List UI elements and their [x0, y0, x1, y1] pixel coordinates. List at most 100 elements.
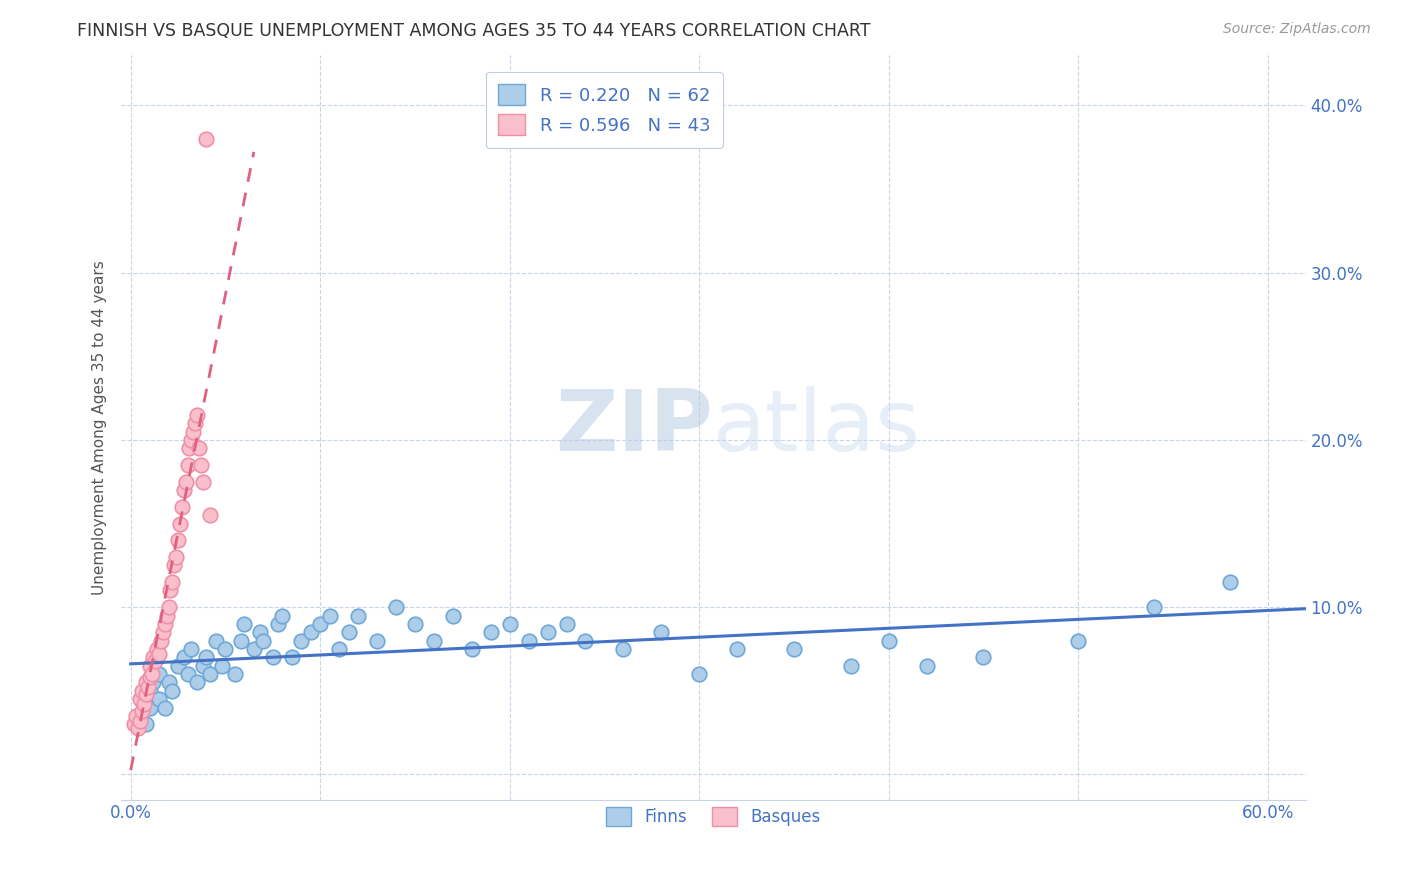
Point [132, 697, 155, 711]
Point [1219, 575, 1241, 590]
Point [129, 714, 152, 728]
Point [127, 721, 149, 735]
Point [142, 650, 165, 665]
Point [191, 658, 214, 673]
Point [150, 633, 173, 648]
Point [574, 633, 596, 648]
Point [337, 625, 360, 640]
Point [195, 650, 218, 665]
Point [385, 600, 408, 615]
Point [877, 633, 900, 648]
Point [176, 458, 198, 472]
Point [536, 625, 558, 640]
Point [181, 425, 204, 439]
Point [156, 608, 179, 623]
Point [148, 692, 170, 706]
Point [152, 625, 174, 640]
Point [129, 692, 152, 706]
Point [153, 700, 176, 714]
Point [167, 533, 190, 548]
Point [186, 675, 208, 690]
Point [148, 667, 170, 681]
Point [176, 667, 198, 681]
Point [138, 670, 160, 684]
Point [167, 658, 190, 673]
Point [281, 650, 304, 665]
Point [555, 616, 578, 631]
Point [170, 500, 193, 514]
Point [200, 667, 222, 681]
Point [233, 616, 256, 631]
Point [138, 700, 160, 714]
Point [125, 709, 148, 723]
Point [347, 608, 370, 623]
Point [142, 675, 165, 690]
Point [135, 675, 157, 690]
Point [211, 658, 233, 673]
Point [131, 683, 153, 698]
Point [195, 132, 218, 146]
Point [688, 667, 710, 681]
Point [173, 483, 195, 497]
Point [148, 647, 170, 661]
Point [423, 633, 446, 648]
Point [165, 549, 187, 564]
Point [479, 625, 502, 640]
Point [498, 616, 520, 631]
Point [1067, 633, 1090, 648]
Point [157, 675, 180, 690]
Point [214, 642, 236, 657]
Point [180, 433, 202, 447]
Point [309, 616, 332, 631]
Point [174, 475, 197, 489]
Point [839, 658, 862, 673]
Point [366, 633, 388, 648]
Point [441, 608, 464, 623]
Text: Source: ZipAtlas.com: Source: ZipAtlas.com [1223, 22, 1371, 37]
Point [136, 681, 159, 695]
Point [318, 608, 340, 623]
Point [146, 642, 169, 657]
Point [650, 625, 672, 640]
Point [725, 642, 748, 657]
Point [249, 625, 271, 640]
Point [517, 633, 540, 648]
Point [124, 717, 146, 731]
Point [135, 717, 157, 731]
Point [299, 625, 322, 640]
Point [143, 654, 166, 668]
Point [461, 642, 484, 657]
Point [252, 633, 274, 648]
Point [404, 616, 426, 631]
Text: ZIP: ZIP [555, 386, 713, 469]
Y-axis label: Unemployment Among Ages 35 to 44 years: Unemployment Among Ages 35 to 44 years [93, 260, 107, 595]
Point [186, 408, 208, 422]
Point [169, 516, 191, 531]
Point [187, 442, 209, 456]
Point [129, 709, 152, 723]
Point [138, 683, 160, 698]
Point [159, 583, 181, 598]
Point [229, 633, 252, 648]
Point [205, 633, 228, 648]
Point [184, 416, 207, 430]
Point [200, 508, 222, 523]
Point [190, 458, 212, 472]
Point [1143, 600, 1166, 615]
Point [783, 642, 806, 657]
Point [612, 642, 634, 657]
Point [271, 608, 294, 623]
Point [243, 642, 266, 657]
Text: atlas: atlas [713, 386, 921, 469]
Point [163, 558, 186, 573]
Point [141, 667, 163, 681]
Point [915, 658, 938, 673]
Point [262, 650, 284, 665]
Point [224, 667, 246, 681]
Point [153, 616, 176, 631]
Point [162, 683, 184, 698]
Point [972, 650, 994, 665]
Point [180, 642, 202, 657]
Point [135, 687, 157, 701]
Text: FINNISH VS BASQUE UNEMPLOYMENT AMONG AGES 35 TO 44 YEARS CORRELATION CHART: FINNISH VS BASQUE UNEMPLOYMENT AMONG AGE… [77, 22, 870, 40]
